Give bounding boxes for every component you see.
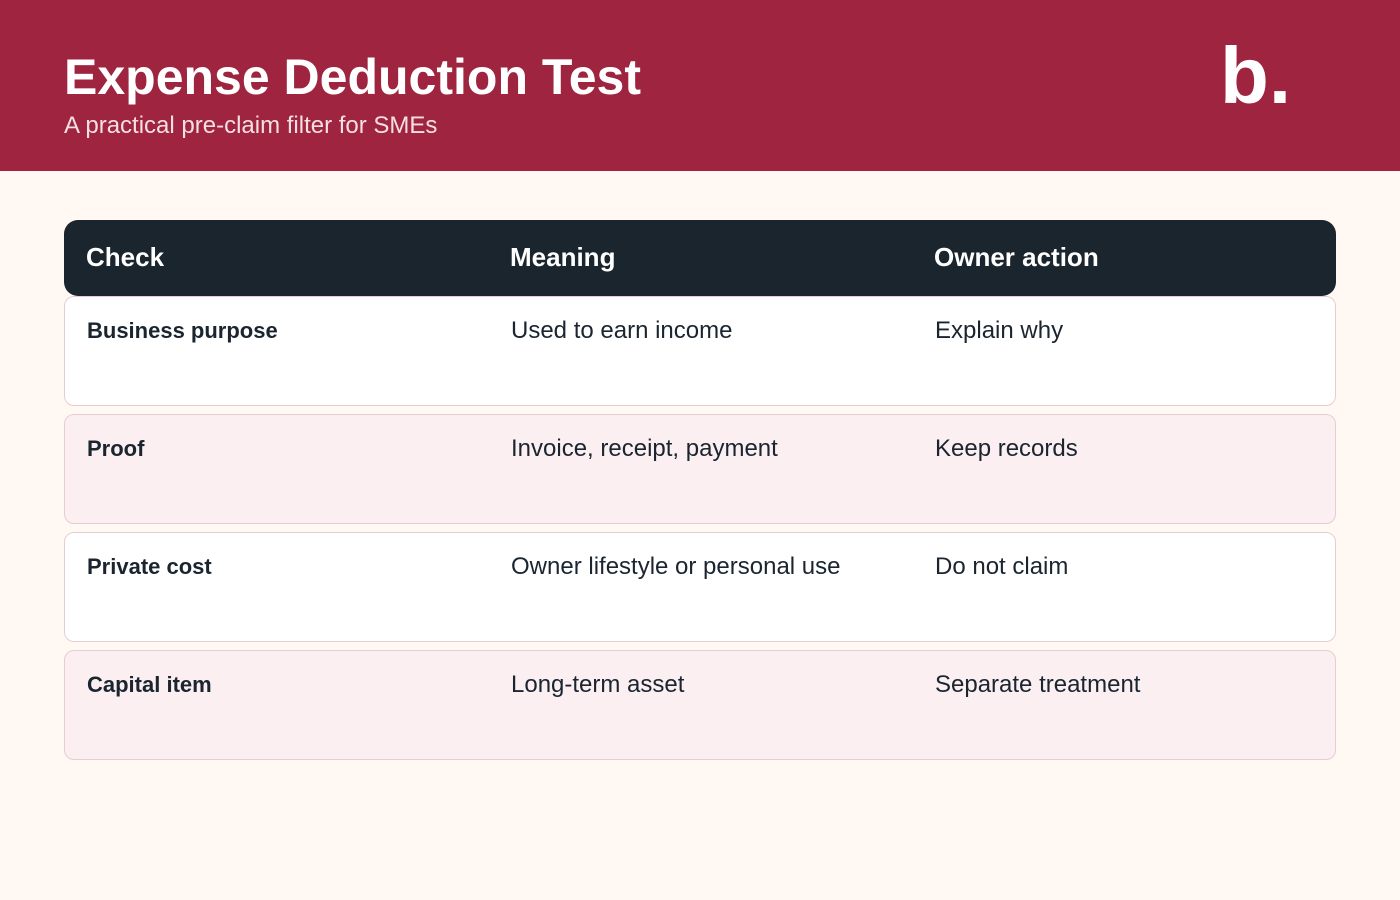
logo: b. [1220, 31, 1292, 120]
subtitle: A practical pre-claim filter for SMEs [64, 112, 438, 139]
table-cell: Used to earn income [511, 317, 733, 344]
table-cell: Separate treatment [935, 671, 1141, 698]
table-row: Business purpose Used to earn income Expla… [64, 296, 1336, 406]
table-cell: Capital item [87, 672, 212, 697]
table-row: Proof Invoice, receipt, payment Keep recor… [64, 414, 1336, 524]
table-cell: Do not claim [935, 553, 1069, 580]
header: Expense Deduction Test A practical pre-c… [0, 0, 1400, 171]
table-cell: Explain why [935, 317, 1064, 344]
table-cell: Business purpose [87, 318, 278, 343]
table-cell: Owner lifestyle or personal use [511, 553, 841, 580]
table-cell: Long-term asset [511, 671, 685, 698]
table-cell: Keep records [935, 435, 1078, 462]
table-row: Private cost Owner lifestyle or personal … [64, 532, 1336, 642]
column-header: Owner action [934, 242, 1099, 272]
table-header: Check Meaning Owner action [64, 220, 1336, 296]
column-header: Meaning [510, 242, 616, 272]
column-header: Check [86, 242, 165, 272]
title: Expense Deduction Test [64, 49, 641, 105]
table-cell: Private cost [87, 554, 212, 579]
table-cell: Proof [87, 436, 145, 461]
table-cell: Invoice, receipt, payment [511, 435, 778, 462]
table-row: Capital item Long-term asset Separate trea… [64, 650, 1336, 760]
